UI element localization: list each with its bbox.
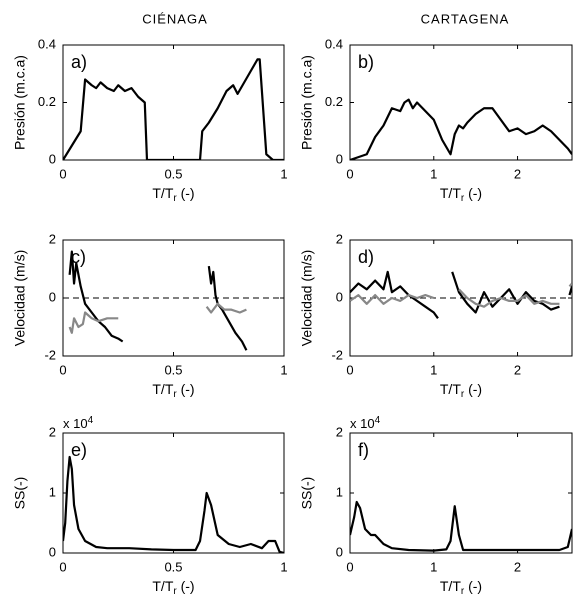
y-axis-label: SS(-): [12, 477, 28, 510]
x-tick-label: 0.5: [164, 559, 182, 574]
x-tick-label: 1: [430, 559, 437, 574]
y-axis-label: Velocidad (m/s): [12, 250, 28, 346]
data-line: [350, 98, 572, 160]
y-axis-label: Velocidad (m/s): [299, 250, 315, 346]
panel-label: e): [71, 440, 87, 460]
y-axis-label: SS(-): [299, 477, 315, 510]
x-axis-label: T/Tr (-): [440, 578, 482, 597]
y-tick-label: 2: [49, 231, 56, 246]
x-axis-label-part: (-): [464, 381, 482, 397]
column-title: CARTAGENA: [421, 11, 510, 26]
y-tick-label: 0.2: [325, 94, 343, 109]
panel: 0 1 2 0 0.2 0.4 b) T/Tr (-) Presión (m.c.a): [299, 36, 573, 204]
x-tick-label: 0.5: [164, 166, 182, 181]
y-tick-label: -2: [44, 347, 56, 362]
x-tick-label: 1: [280, 559, 287, 574]
x-axis-label-part: T/T: [152, 185, 173, 201]
x-tick-label: 0: [59, 559, 66, 574]
x-axis-label-part: T/T: [152, 381, 173, 397]
data-line: [68, 250, 248, 351]
panel-label: a): [71, 52, 87, 72]
data-line: [350, 500, 572, 552]
column-title: CIÉNAGA: [142, 11, 208, 26]
x-axis-label-part: r: [173, 586, 177, 597]
y-tick-label: 2: [336, 231, 343, 246]
x-axis-label-part: r: [173, 193, 177, 204]
y-axis-label: Presión (m.c.a): [299, 55, 315, 150]
data-line: [63, 455, 284, 553]
axis-multiplier-part: x 10: [350, 416, 375, 431]
x-axis-label-part: r: [461, 193, 465, 204]
x-tick-label: 1: [280, 166, 287, 181]
x-axis-label-part: (-): [177, 381, 195, 397]
panel-label: f): [358, 440, 369, 460]
axes-box: [62, 432, 285, 554]
panel-label: d): [358, 247, 374, 267]
data-line: [350, 282, 572, 308]
x-tick-label: 0.5: [164, 362, 182, 377]
axis-multiplier: x 104: [63, 415, 94, 432]
x-tick-label: 2: [514, 362, 521, 377]
axis-multiplier-part: x 10: [63, 416, 88, 431]
y-tick-label: 1: [49, 484, 56, 499]
axes-box: [62, 44, 285, 161]
x-axis-label: T/Tr (-): [440, 185, 482, 204]
y-tick-label: 0: [336, 151, 343, 166]
y-tick-label: 0: [336, 289, 343, 304]
y-tick-label: 0: [49, 151, 56, 166]
x-tick-label: 1: [280, 362, 287, 377]
x-axis-label-part: r: [173, 389, 177, 400]
x-axis-label-part: T/T: [440, 185, 461, 201]
y-tick-label: 0: [49, 289, 56, 304]
y-tick-label: -2: [331, 347, 343, 362]
x-axis-label: T/Tr (-): [152, 381, 194, 400]
data-line: [350, 270, 572, 319]
x-axis-label-part: (-): [177, 185, 195, 201]
y-tick-label: 0: [336, 544, 343, 559]
y-tick-label: 2: [49, 424, 56, 439]
axis-multiplier: x 104: [350, 415, 381, 432]
x-axis-label-part: T/T: [440, 381, 461, 397]
x-axis-label-part: r: [461, 586, 465, 597]
y-tick-label: 1: [336, 484, 343, 499]
x-tick-label: 2: [514, 166, 521, 181]
x-tick-label: 0: [59, 362, 66, 377]
x-axis-label-part: (-): [464, 578, 482, 594]
x-axis-label-part: (-): [464, 185, 482, 201]
panel: 0 1 2 0 1 2 f) T/Tr (-) SS(-) x 104: [299, 415, 573, 597]
axis-multiplier-part: 4: [375, 415, 381, 426]
data-line: [63, 58, 284, 160]
x-axis-label: T/Tr (-): [440, 381, 482, 400]
panel: 0 0.5 1 0 1 2 e) T/Tr (-) SS(-) x 104: [12, 415, 288, 597]
x-tick-label: 0: [346, 166, 353, 181]
y-tick-label: 0.4: [38, 36, 56, 51]
axes-box: [349, 44, 573, 161]
y-tick-label: 2: [336, 424, 343, 439]
panel-label: c): [71, 247, 86, 267]
panel-label: b): [358, 52, 374, 72]
y-tick-label: 0.2: [38, 94, 56, 109]
y-tick-label: 0: [49, 544, 56, 559]
x-axis-label-part: T/T: [440, 578, 461, 594]
x-axis-label-part: r: [461, 389, 465, 400]
data-line: [68, 302, 247, 334]
axis-multiplier-part: 4: [88, 415, 94, 426]
x-tick-label: 0: [346, 362, 353, 377]
x-axis-label: T/Tr (-): [152, 578, 194, 597]
x-tick-label: 2: [514, 559, 521, 574]
panel: 0 0.5 1 0 0.2 0.4 a) T/Tr (-) Presión (m.c.a): [12, 36, 288, 203]
y-tick-label: 0.4: [325, 36, 343, 51]
x-tick-label: 0: [59, 166, 66, 181]
axes-box: [349, 432, 573, 554]
x-tick-label: 1: [430, 362, 437, 377]
x-axis-label: T/Tr (-): [152, 185, 194, 204]
x-axis-label-part: T/T: [152, 578, 173, 594]
x-tick-label: 1: [430, 166, 437, 181]
x-axis-label-part: (-): [177, 578, 195, 594]
y-axis-label: Presión (m.c.a): [12, 55, 28, 150]
x-tick-label: 0: [346, 559, 353, 574]
